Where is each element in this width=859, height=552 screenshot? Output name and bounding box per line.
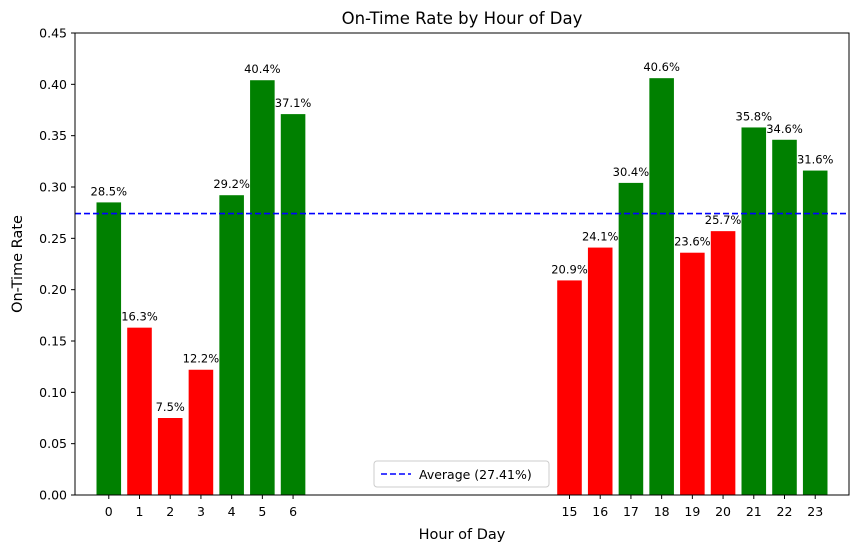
legend-average-label: Average (27.41%): [419, 467, 532, 482]
bar-hour-21: [741, 127, 767, 495]
bar-hour-3: [188, 369, 214, 495]
bar-hour-17: [618, 182, 644, 496]
y-tick-label: 0.20: [39, 282, 67, 297]
y-tick-label: 0.30: [39, 180, 67, 195]
bar-value-label: 12.2%: [183, 352, 220, 366]
y-axis-ticks: 0.00 0.05 0.10 0.15 0.20 0.25 0.30 0.35 0.40 0.45: [39, 26, 75, 503]
bar-value-label: 7.5%: [156, 400, 185, 414]
x-tick-label: 15: [562, 504, 578, 519]
x-tick-label: 6: [289, 504, 297, 519]
bar-hour-2: [157, 418, 183, 495]
bar-hour-23: [802, 170, 828, 495]
bar-hour-18: [649, 78, 674, 495]
bar-value-label: 25.7%: [705, 213, 742, 227]
bar-hour-15: [557, 280, 582, 495]
y-tick-label: 0.15: [39, 334, 67, 349]
x-tick-label: 1: [136, 504, 144, 519]
bar-value-label: 40.6%: [643, 60, 680, 74]
x-tick-label: 4: [228, 504, 236, 519]
x-axis-ticks: 0 1 2 3 4 5 6 15 16 17 18 19 20 21 22 23: [105, 495, 823, 519]
x-tick-label: 22: [777, 504, 793, 519]
legend: Average (27.41%): [373, 460, 550, 488]
y-tick-label: 0.40: [39, 77, 67, 92]
bar-value-label: 16.3%: [121, 310, 158, 324]
bar-hour-4: [219, 195, 244, 496]
bar-hour-22: [772, 139, 797, 496]
x-tick-label: 20: [715, 504, 731, 519]
x-tick-label: 17: [623, 504, 639, 519]
bar-hour-19: [680, 252, 705, 495]
bar-value-label: 29.2%: [213, 177, 250, 191]
chart-title: On-Time Rate by Hour of Day: [342, 9, 583, 28]
x-tick-label: 19: [684, 504, 700, 519]
bar-hour-16: [587, 247, 613, 495]
bar-hour-0: [96, 202, 122, 495]
bar-value-label: 23.6%: [674, 235, 711, 249]
y-tick-label: 0.25: [39, 231, 67, 246]
y-tick-label: 0.35: [39, 128, 67, 143]
bar-value-label: 20.9%: [551, 262, 588, 276]
bar-value-label: 28.5%: [91, 184, 128, 198]
bar-value-label: 35.8%: [736, 109, 773, 123]
x-tick-label: 3: [197, 504, 205, 519]
bar-value-label: 30.4%: [613, 165, 650, 179]
bar-value-label: 40.4%: [244, 62, 281, 76]
bar-value-label: 34.6%: [766, 122, 803, 136]
x-tick-label: 21: [746, 504, 762, 519]
bars-group: [96, 78, 828, 496]
bar-value-label: 37.1%: [275, 96, 312, 110]
bar-hour-1: [127, 327, 152, 495]
bar-value-label: 24.1%: [582, 230, 619, 244]
x-axis-label: Hour of Day: [419, 527, 506, 543]
y-tick-label: 0.45: [39, 26, 67, 41]
bar-hour-5: [250, 80, 275, 495]
legend-box: [373, 460, 550, 488]
y-tick-label: 0.00: [39, 488, 67, 503]
x-tick-label: 2: [166, 504, 174, 519]
y-tick-label: 0.05: [39, 436, 67, 451]
x-tick-label: 0: [105, 504, 113, 519]
bar-hour-6: [280, 114, 306, 496]
bar-hour-20: [710, 231, 736, 495]
x-tick-label: 23: [807, 504, 823, 519]
x-tick-label: 18: [654, 504, 670, 519]
y-axis-label: On-Time Rate: [10, 215, 26, 313]
plot-frame: [74, 32, 850, 496]
y-tick-label: 0.10: [39, 385, 67, 400]
x-tick-label: 5: [258, 504, 266, 519]
bar-value-label: 31.6%: [797, 153, 834, 167]
x-tick-label: 16: [592, 504, 608, 519]
value-labels-group: 28.5% 16.3% 7.5% 12.2% 29.2% 40.4% 37.1% 20.9% 2…: [91, 60, 834, 414]
